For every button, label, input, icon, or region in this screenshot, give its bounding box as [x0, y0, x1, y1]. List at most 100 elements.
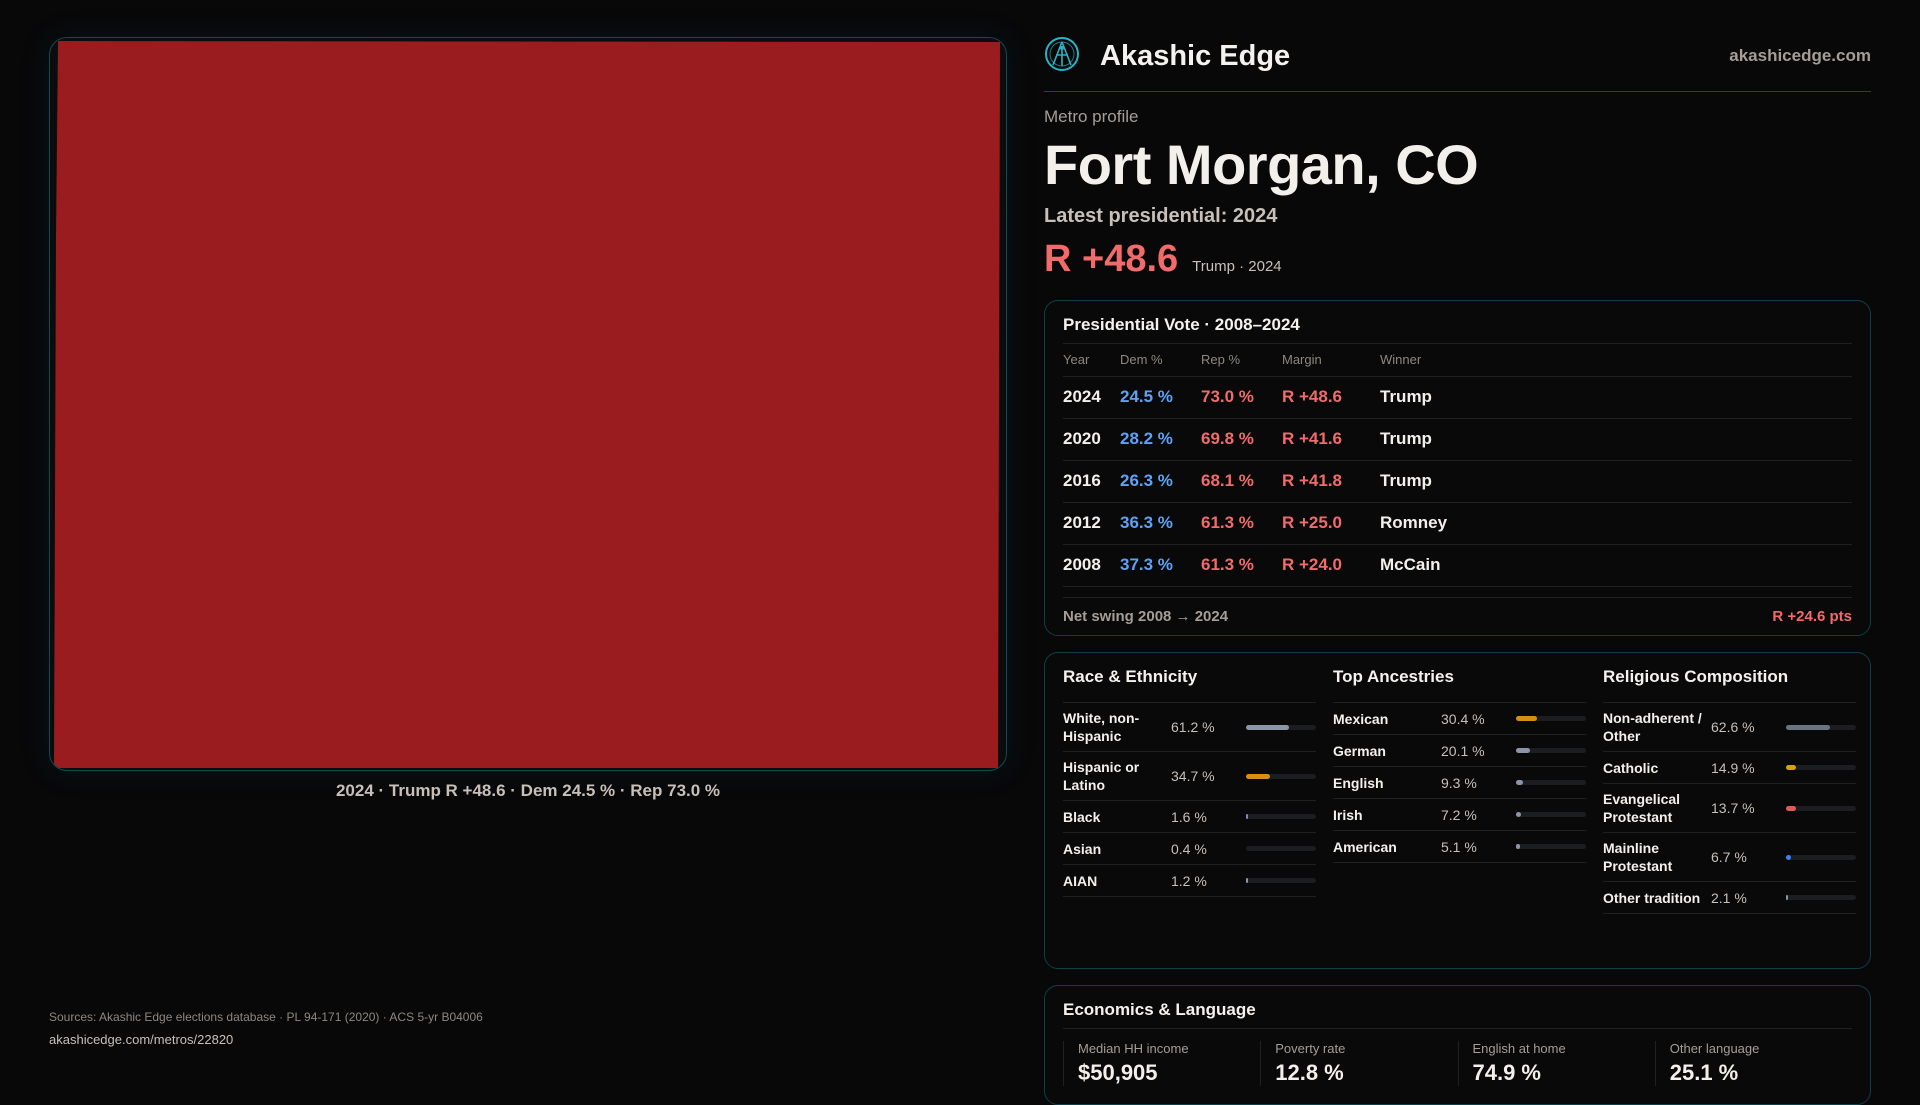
row-label: Asian: [1063, 840, 1102, 857]
economics-card: Economics & Language Median HH income $50…: [1044, 985, 1871, 1105]
presidential-table: Year Dem % Rep % Margin Winner 2024 24.5 % 73.…: [1063, 344, 1852, 587]
demographic-row: Irish 7.2 %: [1333, 799, 1586, 831]
table-cell: 2016: [1063, 460, 1120, 503]
demographic-row: German 20.1 %: [1333, 735, 1586, 767]
row-value: 2.1 %: [1711, 889, 1747, 906]
bar-track: [1516, 748, 1586, 753]
column-header: Dem %: [1120, 344, 1201, 377]
row-label: Other tradition: [1603, 889, 1701, 906]
site-link[interactable]: akashicedge.com: [1729, 46, 1871, 65]
table-cell: 2024: [1063, 376, 1120, 419]
stat-item: Median HH income $50,905: [1063, 1041, 1260, 1086]
row-label: German: [1333, 742, 1386, 759]
table-cell: Trump: [1380, 460, 1852, 503]
stat-item: English at home 74.9 %: [1457, 1041, 1655, 1086]
demographic-section: Race & Ethnicity White, non-Hispanic 61.2 …: [1063, 667, 1316, 954]
demographic-row: American 5.1 %: [1333, 831, 1586, 863]
table-cell: 26.3 %: [1120, 460, 1201, 503]
demographic-section: Religious Composition Non-adherent / Othe…: [1603, 667, 1856, 954]
bar-fill: [1786, 895, 1788, 900]
metro-shape: [54, 41, 1000, 768]
bar-fill: [1246, 724, 1289, 730]
row-label: Evangelical Protestant: [1603, 791, 1681, 825]
stat-label: Median HH income: [1078, 1041, 1189, 1056]
table-cell: Romney: [1380, 502, 1852, 545]
bar-track: [1246, 724, 1316, 730]
page-title: Fort Morgan, CO: [1044, 133, 1479, 196]
row-value: 13.7 %: [1711, 800, 1755, 816]
bar-fill: [1516, 812, 1522, 817]
row-value: 14.9 %: [1711, 759, 1755, 776]
demographic-row: Black 1.6 %: [1063, 801, 1316, 833]
table-cell: 2012: [1063, 502, 1120, 545]
bar-track: [1246, 773, 1316, 779]
row-label: Mainline Protestant: [1603, 840, 1673, 874]
demographic-row: Evangelical Protestant 13.7 %: [1603, 784, 1856, 833]
row-value: 1.2 %: [1171, 872, 1207, 889]
table-cell: Trump: [1380, 376, 1852, 419]
table-cell: R +25.0: [1282, 502, 1380, 545]
demographic-row: Mainline Protestant 6.7 %: [1603, 833, 1856, 882]
demographic-row: Non-adherent / Other 62.6 %: [1603, 703, 1856, 752]
brand[interactable]: Akashic Edge: [1044, 36, 1290, 76]
row-value: 6.7 %: [1711, 849, 1747, 865]
row-value: 7.2 %: [1441, 806, 1477, 823]
bar-fill: [1516, 780, 1523, 785]
table-row: 2008 37.3 % 61.3 % R +24.0 McCain: [1063, 544, 1852, 587]
table-row: 2020 28.2 % 69.8 % R +41.6 Trump: [1063, 418, 1852, 461]
table-row: 2012 36.3 % 61.3 % R +25.0 Romney: [1063, 502, 1852, 545]
bar-track: [1786, 724, 1856, 730]
demographic-row: White, non-Hispanic 61.2 %: [1063, 703, 1316, 752]
bar-fill: [1786, 765, 1797, 770]
metro-map[interactable]: [49, 37, 1007, 771]
row-label: Non-adherent / Other: [1603, 710, 1702, 744]
row-label: Catholic: [1603, 759, 1659, 776]
row-value: 5.1 %: [1441, 838, 1477, 855]
card-title: Economics & Language: [1063, 1000, 1852, 1029]
sources-note: Sources: Akashic Edge elections database…: [49, 1010, 483, 1024]
section-title: Top Ancestries: [1333, 667, 1586, 703]
table-cell: 28.2 %: [1120, 418, 1201, 461]
table-cell: 2020: [1063, 418, 1120, 461]
row-value: 1.6 %: [1171, 808, 1207, 825]
demographic-row: Other tradition 2.1 %: [1603, 882, 1856, 914]
row-value: 30.4 %: [1441, 710, 1485, 727]
stat-value: 12.8 %: [1275, 1060, 1344, 1085]
table-cell: 24.5 %: [1120, 376, 1201, 419]
bar-track: [1516, 812, 1586, 817]
headline-margin: R +48.6 Trump · 2024: [1044, 238, 1282, 281]
margin-sub: Trump · 2024: [1192, 258, 1282, 275]
demographics-card: Race & Ethnicity White, non-Hispanic 61.2 …: [1044, 652, 1871, 969]
table-cell: Trump: [1380, 418, 1852, 461]
bar-track: [1786, 895, 1856, 900]
row-label: Mexican: [1333, 710, 1389, 727]
column-header: Margin: [1282, 344, 1380, 377]
column-header: Year: [1063, 344, 1120, 377]
map-caption: 2024 · Trump R +48.6 · Dem 24.5 % · Rep …: [335, 781, 721, 800]
stat-value: $50,905: [1078, 1060, 1158, 1085]
latest-presidential: Latest presidential: 2024: [1044, 205, 1278, 227]
bar-fill: [1246, 878, 1248, 883]
stat-value: 74.9 %: [1472, 1060, 1542, 1085]
table-cell: 69.8 %: [1201, 418, 1282, 461]
bar-fill: [1516, 748, 1531, 753]
stat-label: Poverty rate: [1275, 1041, 1346, 1056]
bar-fill: [1516, 844, 1520, 849]
table-cell: 2008: [1063, 544, 1120, 587]
column-header: Winner: [1380, 344, 1852, 377]
bar-fill: [1786, 724, 1830, 730]
permalink[interactable]: akashicedge.com/metros/22820: [49, 1032, 234, 1047]
demographic-row: AIAN 1.2 %: [1063, 865, 1316, 897]
table-cell: 61.3 %: [1201, 502, 1282, 545]
header-divider: [1044, 91, 1871, 92]
bar-fill: [1516, 716, 1538, 721]
row-label: White, non-Hispanic: [1063, 710, 1140, 744]
bar-track: [1246, 878, 1316, 883]
bar-track: [1516, 716, 1586, 721]
row-value: 0.4 %: [1171, 840, 1207, 857]
table-cell: 61.3 %: [1201, 544, 1282, 587]
row-value: 34.7 %: [1171, 768, 1215, 784]
row-value: 62.6 %: [1711, 719, 1755, 735]
row-label: Irish: [1333, 806, 1363, 823]
column-header: Rep %: [1201, 344, 1282, 377]
